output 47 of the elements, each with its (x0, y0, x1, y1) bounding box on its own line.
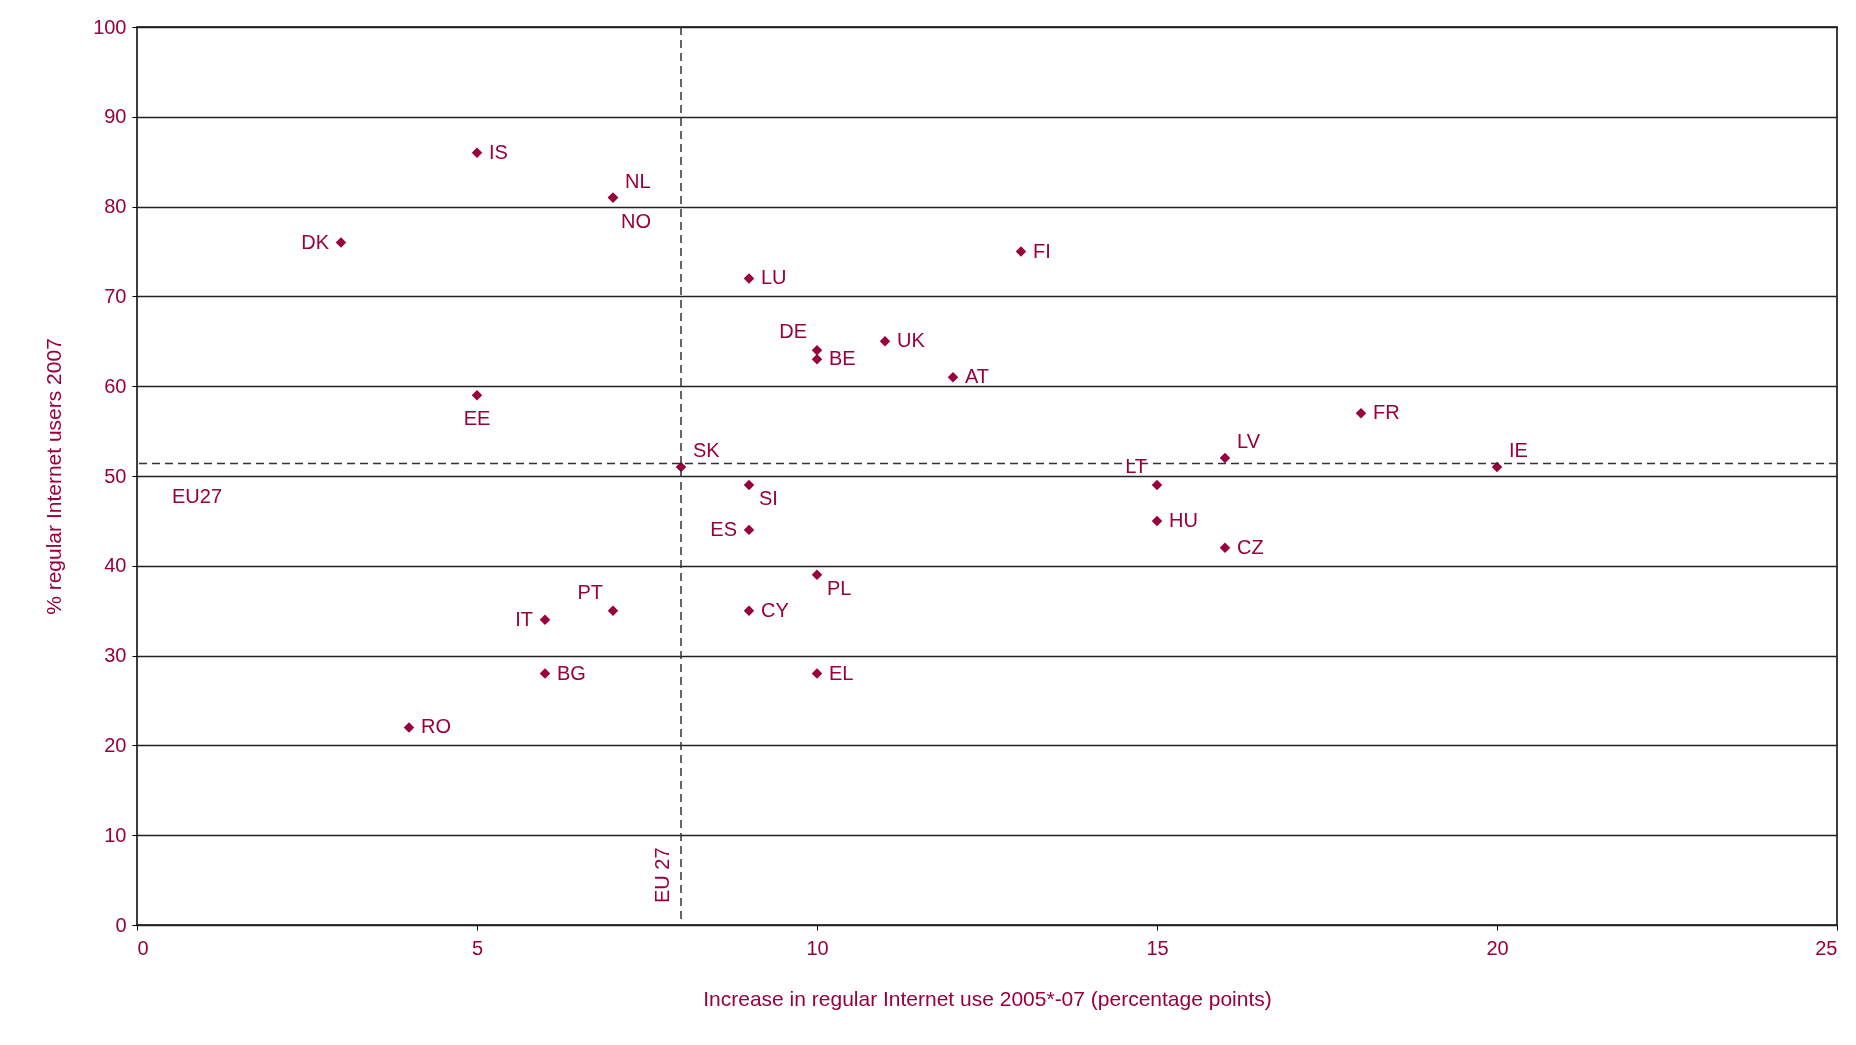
annotation: CY (761, 598, 789, 621)
y-axis-title: % regular Internet users 2007 (42, 338, 66, 615)
x-tick-label: 5 (471, 936, 484, 959)
x-tick-label: 0 (137, 936, 149, 959)
x-tick-label: 10 (806, 936, 829, 959)
annotation: LU (761, 266, 787, 289)
y-tick-label: 70 (104, 284, 127, 307)
annotation: PT (577, 580, 603, 603)
annotation: DK (301, 230, 330, 253)
y-tick-label: 30 (104, 644, 127, 667)
annotation: BG (557, 661, 586, 684)
annotation: FI (1033, 239, 1051, 262)
annotation: IE (1509, 439, 1528, 462)
ref-line-label: EU 27 (651, 847, 673, 903)
annotation: IT (515, 607, 533, 630)
annotation: CZ (1237, 535, 1264, 558)
y-tick-label: 50 (104, 464, 127, 487)
y-tick-label: 0 (115, 913, 127, 936)
annotation: RO (421, 715, 451, 738)
y-tick-label: 80 (104, 195, 127, 218)
y-tick-label: 90 (104, 105, 127, 128)
annotation: NL (625, 169, 651, 192)
annotation: IS (489, 140, 508, 163)
x-tick-label: 15 (1146, 936, 1169, 959)
annotation: SI (759, 486, 778, 509)
x-axis-title: Increase in regular Internet use 2005*-07 (percentage points) (703, 986, 1272, 1010)
ref-line-label: EU27 (172, 485, 223, 508)
y-tick-label: 60 (104, 374, 127, 397)
annotation: UK (897, 329, 926, 352)
x-tick-label: 20 (1486, 936, 1509, 959)
annotation: ES (710, 517, 737, 540)
annotation: NO (621, 209, 651, 232)
annotation: LV (1237, 430, 1261, 453)
annotation: SK (693, 439, 721, 462)
annotation: PL (827, 576, 852, 599)
y-tick-label: 40 (104, 554, 127, 577)
annotation: FR (1373, 401, 1400, 424)
x-tick-label: 25 (1815, 936, 1838, 959)
annotation: EE (463, 407, 491, 430)
annotation: HU (1169, 508, 1198, 531)
annotation: DE (779, 320, 807, 343)
annotation: AT (965, 365, 990, 388)
y-tick-label: 10 (104, 823, 127, 846)
annotation: BE (829, 347, 856, 370)
annotation: EL (829, 661, 854, 684)
y-tick-label: 100 (93, 15, 127, 38)
y-tick-label: 20 (104, 733, 127, 756)
